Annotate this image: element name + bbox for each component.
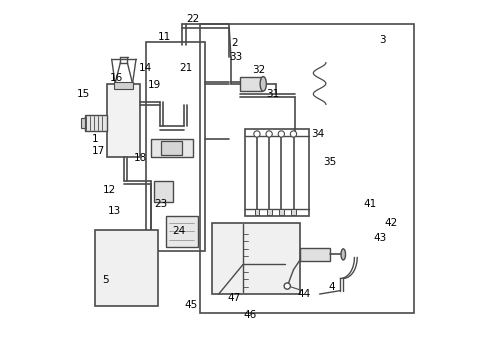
Text: 35: 35 [324,157,336,167]
Text: 13: 13 [108,206,121,215]
Bar [279,209,284,215]
Text: 19: 19 [148,80,161,90]
Bar [212,223,300,294]
Text: 18: 18 [134,153,147,163]
Text: 43: 43 [374,234,387,243]
Text: 2: 2 [231,39,237,48]
Text: 23: 23 [154,199,168,208]
Bar [162,141,182,155]
Text: 45: 45 [184,300,198,309]
Bar [245,129,309,216]
Text: 24: 24 [172,227,186,236]
Text: 14: 14 [139,63,152,73]
Circle shape [254,131,260,137]
Bar [151,139,192,157]
Bar [108,84,140,157]
Text: 3: 3 [379,35,386,45]
Text: 44: 44 [298,289,310,299]
Text: 21: 21 [179,63,192,73]
Text: 41: 41 [364,199,376,208]
Text: 11: 11 [158,32,172,41]
Text: 15: 15 [77,89,90,99]
Text: 34: 34 [311,129,324,139]
Bar [154,181,174,202]
Bar [81,118,86,128]
Bar [266,209,272,215]
Ellipse shape [341,249,345,260]
Text: 16: 16 [110,73,122,83]
Text: 32: 32 [252,65,266,74]
Text: 33: 33 [230,53,242,62]
Bar [254,209,260,215]
Text: 42: 42 [384,218,398,228]
Bar [84,115,108,131]
Text: 31: 31 [266,89,279,99]
Bar [95,230,158,306]
Bar [240,77,262,91]
Text: 5: 5 [102,275,109,285]
Bar [200,24,414,313]
Bar [166,216,198,247]
Text: 22: 22 [186,14,199,24]
Bar [291,209,296,215]
Bar [300,248,330,261]
Text: 46: 46 [244,310,256,320]
Text: 17: 17 [92,147,105,156]
Circle shape [290,131,296,137]
Circle shape [266,131,272,137]
Circle shape [284,283,290,289]
Ellipse shape [260,77,266,91]
Bar [114,82,134,89]
Text: 1: 1 [92,134,98,144]
Text: 4: 4 [328,282,335,292]
Bar [146,42,205,251]
Circle shape [278,131,284,137]
Text: 47: 47 [228,293,241,302]
Text: 12: 12 [102,185,116,195]
